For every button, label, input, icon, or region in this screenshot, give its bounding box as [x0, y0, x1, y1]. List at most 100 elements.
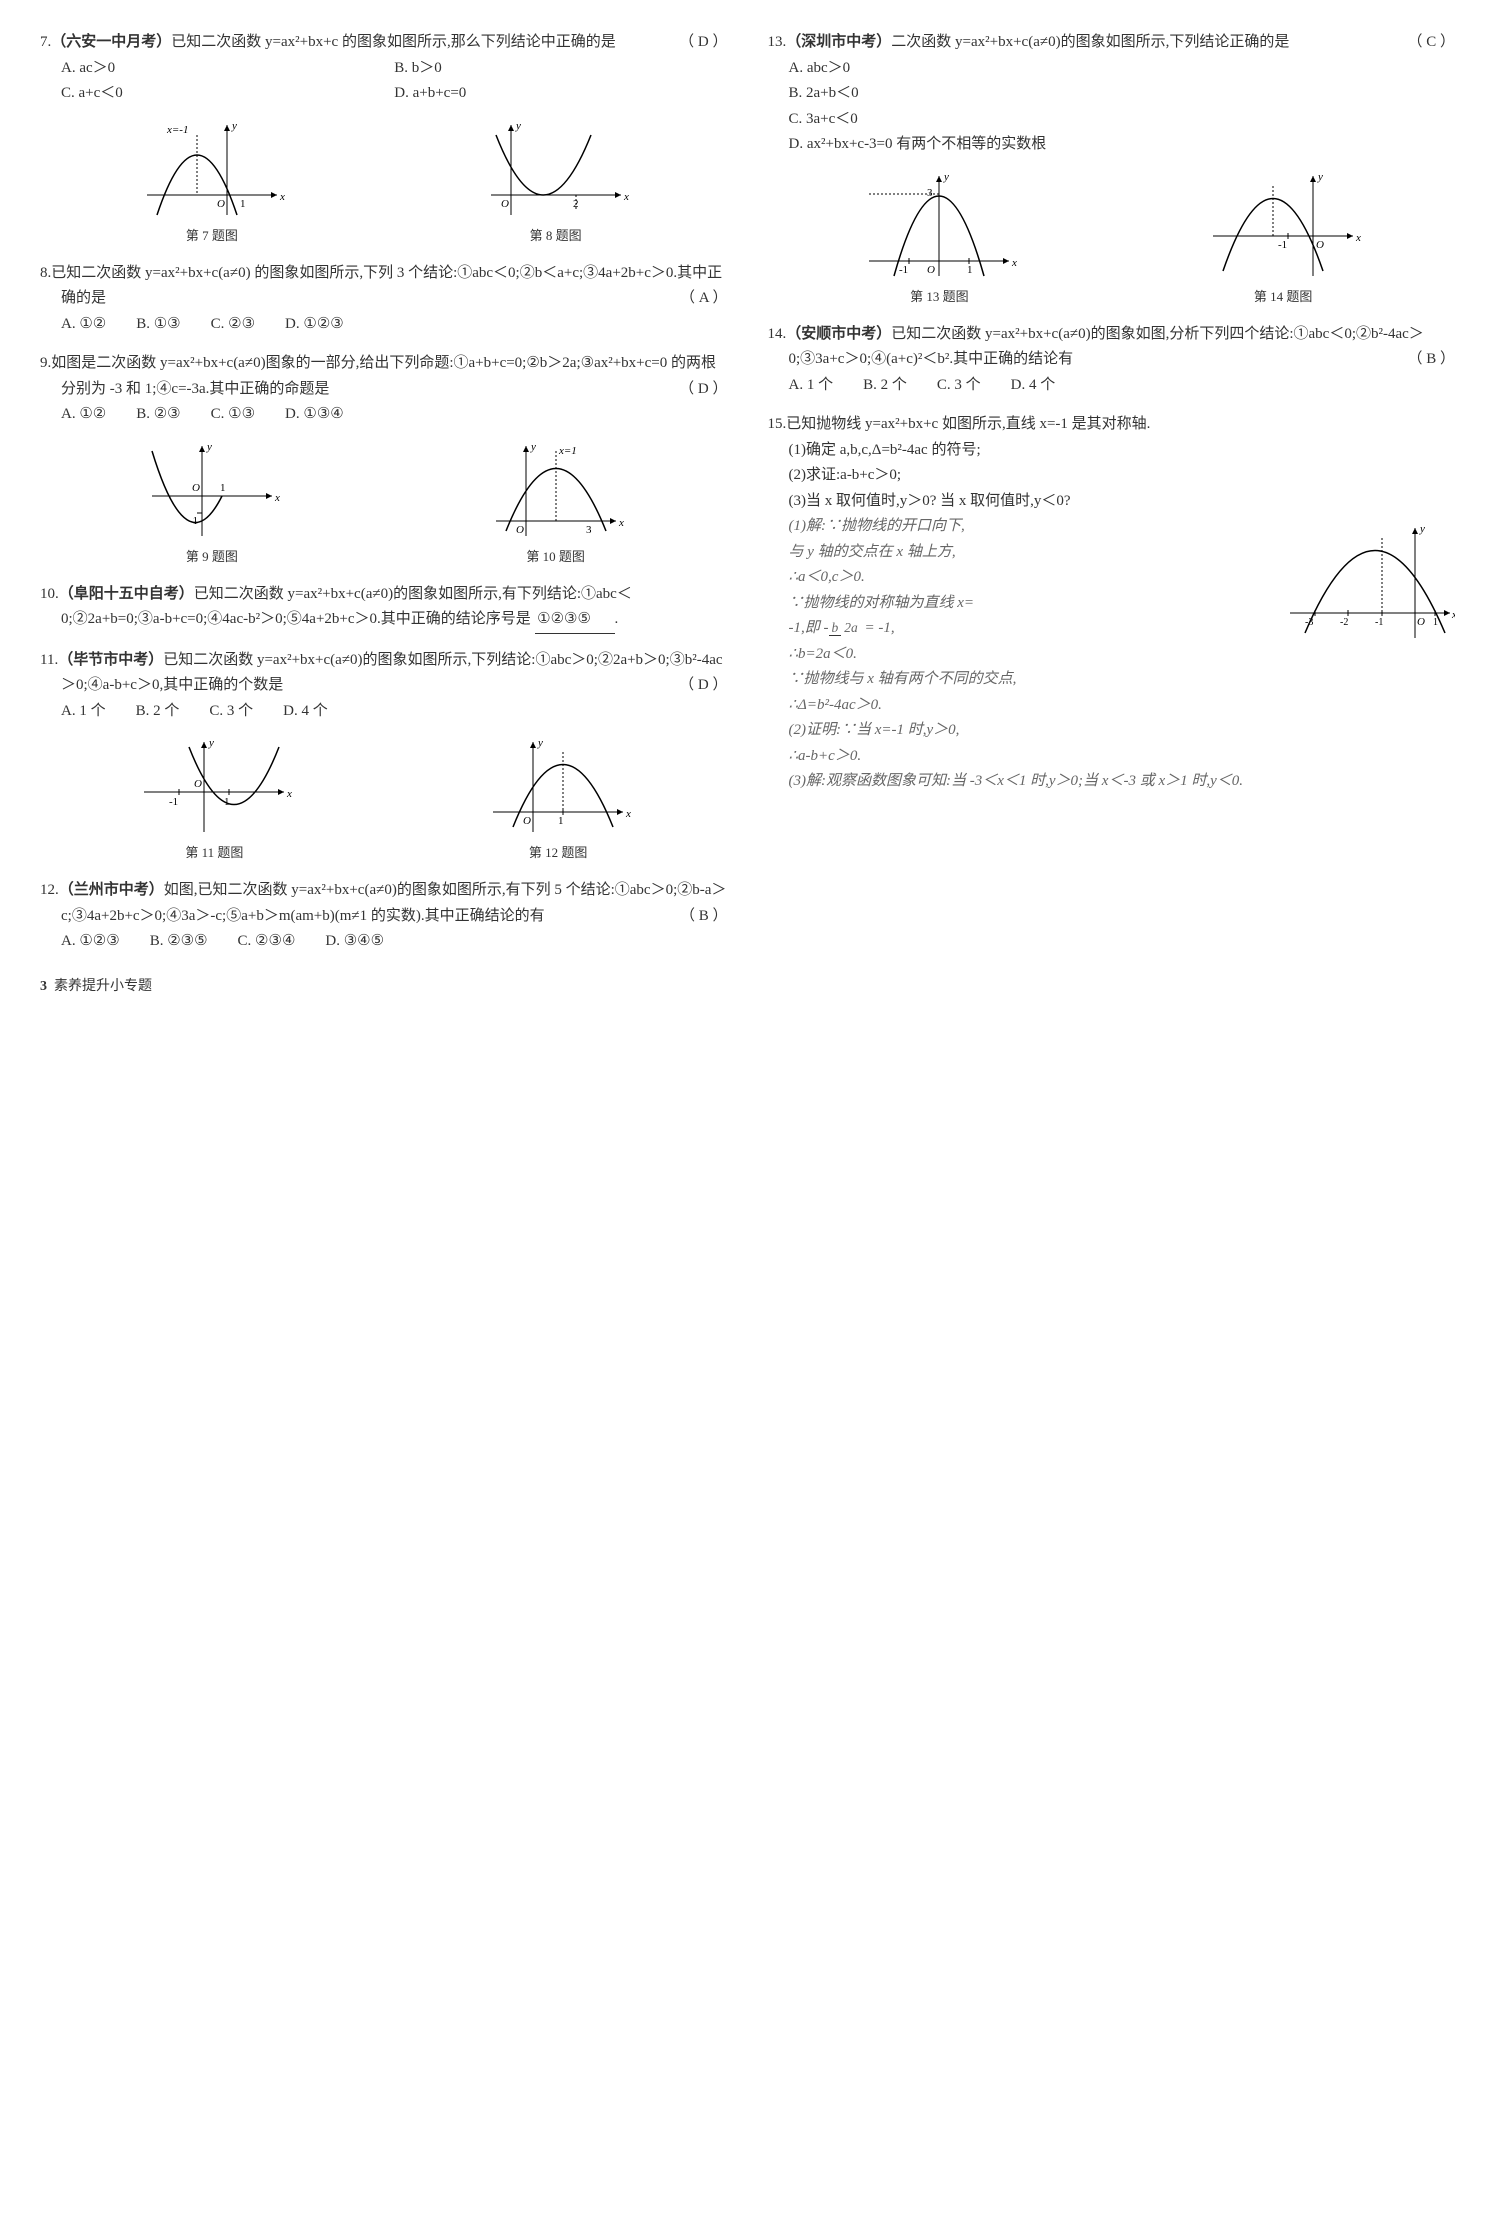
q15-s1e-pre: -1,即 - — [789, 620, 829, 636]
svg-text:y: y — [530, 441, 536, 453]
q7-opt-c: C. a+c＜0 — [61, 81, 394, 107]
q8-fig-label: 第 8 题图 — [481, 225, 631, 247]
q8-body: 已知二次函数 y=ax²+bx+c(a≠0) 的图象如图所示,下列 3 个结论:… — [51, 265, 722, 307]
q7-opt-a: A. ac＞0 — [61, 56, 394, 82]
q11-source: （毕节市中考） — [58, 652, 163, 668]
q15-s2a: (2)证明:∵当 x=-1 时,y＞0, — [789, 718, 1456, 744]
svg-text:-1: -1 — [1375, 617, 1383, 628]
q11-opt-d: D. 4 个 — [283, 699, 328, 725]
q12-opt-a: A. ①②③ — [61, 929, 120, 955]
q8-num: 8. — [40, 265, 51, 281]
question-11: 11.（毕节市中考）已知二次函数 y=ax²+bx+c(a≠0)的图象如图所示,… — [40, 648, 728, 865]
question-8: 8.已知二次函数 y=ax²+bx+c(a≠0) 的图象如图所示,下列 3 个结… — [40, 261, 728, 338]
svg-text:1: 1 — [240, 198, 246, 210]
q14-source: （安顺市中考） — [786, 326, 891, 342]
q12-figure: x y O 1 第 12 题图 — [483, 732, 633, 864]
q11-fig-label: 第 11 题图 — [134, 842, 294, 864]
svg-text:O: O — [1417, 616, 1425, 628]
q11-figure: x y O -1 1 第 11 题图 — [134, 732, 294, 864]
page-footer: 3 素养提升小专题 — [40, 975, 728, 999]
q11-num: 11. — [40, 652, 58, 668]
question-10: 10.（阜阳十五中自考）已知二次函数 y=ax²+bx+c(a≠0)的图象如图所… — [40, 582, 728, 634]
footer-label: 素养提升小专题 — [54, 979, 152, 994]
q12-answer: （ B ） — [701, 904, 728, 930]
q10-num: 10. — [40, 586, 59, 602]
q13-opt-a: A. abc＞0 — [789, 56, 1456, 82]
svg-text:x: x — [623, 191, 629, 203]
q10-source: （阜阳十五中自考） — [59, 586, 194, 602]
q7-num: 7. — [40, 34, 51, 50]
question-7: 7.（六安一中月考）已知二次函数 y=ax²+bx+c 的图象如图所示,那么下列… — [40, 30, 728, 247]
q9-fig-label: 第 9 题图 — [142, 546, 282, 568]
svg-text:x: x — [274, 492, 280, 504]
q10-fig-label: 第 10 题图 — [486, 546, 626, 568]
q15-num: 15. — [768, 416, 787, 432]
svg-text:O: O — [194, 778, 202, 790]
question-12: 12.（兰州市中考）如图,已知二次函数 y=ax²+bx+c(a≠0)的图象如图… — [40, 878, 728, 955]
q15-frac-den: 2a — [841, 620, 861, 635]
q15-p2: (2)求证:a-b+c＞0; — [789, 463, 1456, 489]
q13-num: 13. — [768, 34, 787, 50]
q12-opt-c: C. ②③④ — [238, 929, 296, 955]
q15-p3: (3)当 x 取何值时,y＞0? 当 x 取何值时,y＜0? — [789, 489, 1456, 515]
q11-answer: （ D ） — [700, 673, 727, 699]
q15-s3a: (3)解:观察函数图象可知:当 -3＜x＜1 时,y＞0;当 x＜-3 或 x＞… — [789, 769, 1456, 795]
q7-opt-d: D. a+b+c=0 — [394, 81, 727, 107]
question-15: 15.已知抛物线 y=ax²+bx+c 如图所示,直线 x=-1 是其对称轴. … — [768, 412, 1456, 795]
q14-fig-label: 第 14 题图 — [1203, 286, 1363, 308]
q7-figure: x y O 1 x=-1 第 7 题图 — [137, 115, 287, 247]
q15-figure: x y O -3 -2 -1 1 — [1285, 518, 1455, 655]
svg-text:x=1: x=1 — [558, 445, 577, 457]
q13-answer: （ C ） — [1428, 30, 1455, 56]
svg-text:O: O — [516, 524, 524, 536]
q7-fig-label: 第 7 题图 — [137, 225, 287, 247]
q7-answer: （ D ） — [700, 30, 727, 56]
q9-figure: x y O 1 -1 第 9 题图 — [142, 436, 282, 568]
right-column: 13.（深圳市中考）二次函数 y=ax²+bx+c(a≠0)的图象如图所示,下列… — [768, 30, 1456, 999]
svg-text:x: x — [618, 517, 624, 529]
q14-opt-c: C. 3 个 — [937, 373, 981, 399]
q15-frac-num: b — [829, 620, 842, 636]
q13-figure: x y O -1 1 3 第 13 题图 — [859, 166, 1019, 308]
q11-opt-b: B. 2 个 — [136, 699, 180, 725]
q9-answer: （ D ） — [700, 377, 727, 403]
question-13: 13.（深圳市中考）二次函数 y=ax²+bx+c(a≠0)的图象如图所示,下列… — [768, 30, 1456, 308]
q11-opt-c: C. 3 个 — [209, 699, 253, 725]
q7-text: 7.（六安一中月考）已知二次函数 y=ax²+bx+c 的图象如图所示,那么下列… — [40, 30, 728, 56]
svg-text:y: y — [943, 171, 949, 183]
left-column: 7.（六安一中月考）已知二次函数 y=ax²+bx+c 的图象如图所示,那么下列… — [40, 30, 728, 999]
q14-answer: （ B ） — [1428, 347, 1455, 373]
svg-text:1: 1 — [220, 482, 226, 494]
q8-opt-b: B. ①③ — [136, 312, 180, 338]
q8-answer: （ A ） — [701, 286, 728, 312]
svg-text:-1: -1 — [899, 264, 908, 276]
q10-suffix: . — [615, 611, 619, 627]
q10-answer: ①②③⑤ — [535, 607, 615, 634]
svg-text:y: y — [208, 737, 214, 749]
q15-s1h: ∴Δ=b²-4ac＞0. — [789, 693, 1456, 719]
q14-opt-a: A. 1 个 — [789, 373, 834, 399]
q9-opt-a: A. ①② — [61, 402, 106, 428]
svg-text:-1: -1 — [169, 796, 178, 808]
svg-text:y: y — [231, 120, 237, 132]
q14-opt-d: D. 4 个 — [1011, 373, 1056, 399]
q13-opt-d: D. ax²+bx+c-3=0 有两个不相等的实数根 — [789, 132, 1456, 158]
q7-source: （六安一中月考） — [51, 34, 171, 50]
svg-text:1: 1 — [967, 264, 973, 276]
svg-text:y: y — [1419, 523, 1425, 535]
q8-opt-c: C. ②③ — [211, 312, 255, 338]
q11-opt-a: A. 1 个 — [61, 699, 106, 725]
q9-opt-c: C. ①③ — [211, 402, 255, 428]
svg-text:y: y — [537, 737, 543, 749]
q9-opt-d: D. ①③④ — [285, 402, 344, 428]
q14-num: 14. — [768, 326, 787, 342]
svg-text:x: x — [1451, 609, 1455, 621]
q13-body: 二次函数 y=ax²+bx+c(a≠0)的图象如图所示,下列结论正确的是 — [891, 34, 1289, 50]
q8-figure: x y O 2 第 8 题图 — [481, 115, 631, 247]
q9-opt-b: B. ②③ — [136, 402, 180, 428]
svg-text:x=-1: x=-1 — [166, 124, 188, 136]
q13-fig-label: 第 13 题图 — [859, 286, 1019, 308]
svg-text:1: 1 — [1433, 617, 1438, 628]
q14-opt-b: B. 2 个 — [863, 373, 907, 399]
svg-text:y: y — [206, 441, 212, 453]
